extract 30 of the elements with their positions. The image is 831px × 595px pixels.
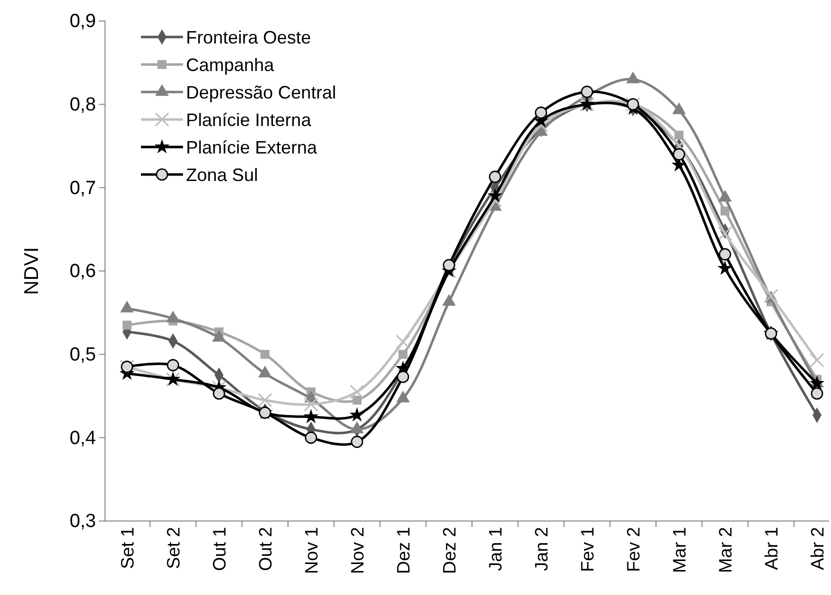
x-tick-label: Nov 1 [301, 527, 322, 574]
legend-label: Zona Sul [186, 164, 258, 185]
legend-label: Planície Interna [186, 110, 312, 130]
x-tick-label: Dez 1 [393, 527, 414, 574]
x-tick-label: Set 2 [163, 527, 184, 570]
x-tick-label: Nov 2 [347, 527, 368, 574]
x-tick-label: Jan 1 [485, 527, 506, 572]
x-tick-label: Abr 1 [761, 527, 782, 570]
legend-label: Fronteira Oeste [186, 27, 312, 48]
legend-label: Planície Externa [186, 137, 318, 158]
x-tick-label: Set 1 [117, 527, 138, 570]
x-tick-label: Mar 1 [669, 527, 690, 574]
x-tick-label: Fev 2 [623, 527, 644, 572]
y-tick-label: 0,7 [70, 178, 96, 199]
x-tick-label: Mar 2 [715, 527, 736, 574]
y-tick-label: 0,9 [70, 11, 96, 32]
y-axis-title: NDVI [21, 247, 43, 295]
y-tick-label: 0,8 [70, 94, 96, 116]
x-tick-label: Jan 2 [531, 527, 552, 572]
legend-label: Depressão Central [186, 82, 336, 102]
x-tick-label: Out 1 [209, 527, 230, 572]
y-tick-label: 0,5 [70, 344, 96, 366]
x-tick-label: Dez 2 [439, 527, 460, 574]
y-tick-label: 0,4 [70, 428, 96, 449]
legend-label: Campanha [186, 54, 276, 75]
x-tick-label: Fev 1 [577, 527, 598, 572]
y-tick-label: 0,3 [70, 511, 96, 532]
x-tick-label: Out 2 [255, 527, 276, 572]
x-tick-label: Abr 2 [807, 527, 828, 570]
y-tick-label: 0,6 [70, 261, 96, 282]
